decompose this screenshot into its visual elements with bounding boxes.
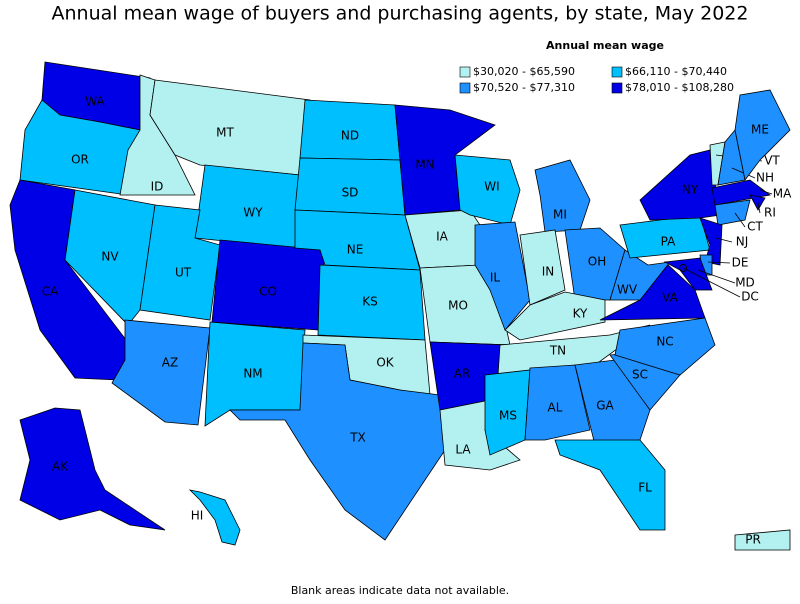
state [599, 261, 706, 321]
state [64, 189, 156, 326]
legend-label: $66,110 - $70,440 [625, 65, 727, 78]
state [188, 489, 241, 546]
legend-label: $78,010 - $108,280 [625, 81, 734, 94]
state-label: ID [151, 180, 164, 194]
state-label: KY [573, 307, 588, 321]
state-label: OH [588, 255, 606, 269]
legend-title: Annual mean wage [546, 39, 664, 52]
state-label: FL [638, 481, 652, 495]
state-label: CT [747, 220, 763, 234]
state-label: NV [101, 250, 119, 264]
leader-line [682, 267, 741, 298]
state-label: MN [415, 158, 434, 172]
state-label: NH [756, 171, 774, 185]
state [484, 369, 531, 456]
legend-swatch [611, 66, 623, 78]
state-label: NM [243, 367, 262, 381]
state-label: NY [682, 183, 699, 197]
state-label: MA [773, 187, 792, 201]
state-label: PR [745, 533, 761, 547]
state-label: HI [191, 509, 204, 523]
state-label: SC [632, 368, 648, 382]
legend-label: $30,020 - $65,590 [473, 65, 575, 78]
state-label: ME [751, 123, 769, 137]
state [711, 179, 771, 206]
state-label: MO [448, 299, 468, 313]
state-label: GA [596, 399, 614, 413]
state-label: TN [549, 344, 566, 358]
state-label: WI [484, 180, 499, 194]
legend-swatch [611, 82, 623, 94]
state [734, 529, 791, 551]
leader-line [707, 261, 731, 264]
state-label: VA [662, 291, 678, 305]
state-label: WA [85, 95, 105, 109]
state [519, 229, 566, 306]
state-label: UT [175, 266, 192, 280]
state-label: LA [455, 443, 471, 457]
leader-line [697, 269, 736, 284]
leader-line [757, 202, 761, 214]
state [574, 359, 651, 446]
legend-swatch [459, 82, 471, 94]
state-label: MS [499, 409, 517, 423]
state [639, 149, 721, 221]
state [699, 217, 723, 266]
state [19, 407, 166, 531]
state-label: MD [735, 276, 755, 290]
state-label: NC [656, 335, 673, 349]
state-label: DC [741, 290, 759, 304]
state-label: AR [454, 367, 471, 381]
state-label: WY [243, 206, 263, 220]
state-label: ND [341, 129, 359, 143]
state-label: IN [542, 265, 555, 279]
state-label: RI [764, 206, 776, 220]
state-label: CO [259, 285, 277, 299]
state-label: NE [347, 243, 364, 257]
state [111, 319, 211, 426]
state-label: IL [490, 271, 501, 285]
state-label: IA [436, 230, 449, 244]
state [524, 364, 591, 441]
state [734, 89, 791, 181]
state-label: NJ [736, 235, 749, 249]
state-label: MI [553, 208, 567, 222]
state-label: AK [52, 460, 69, 474]
map-title: Annual mean wage of buyers and purchasin… [52, 3, 749, 25]
state-label: AL [548, 401, 563, 415]
state [749, 194, 766, 211]
state [663, 257, 713, 291]
state [614, 317, 716, 376]
state-label: SD [342, 186, 359, 200]
leader-line [734, 212, 746, 228]
state-label: CA [42, 285, 59, 299]
leader-line [759, 189, 773, 195]
state [554, 439, 666, 531]
state [504, 291, 606, 341]
state-label: KS [362, 295, 378, 309]
state-label: WV [617, 283, 638, 297]
state-label: OR [71, 153, 89, 167]
state-label: MT [216, 126, 234, 140]
state-label: AZ [162, 356, 178, 370]
state-label: PA [661, 235, 676, 249]
leader-line [715, 237, 733, 243]
legend-swatch [459, 66, 471, 78]
state-label: VT [764, 154, 780, 168]
state-label: DE [732, 256, 749, 270]
state [609, 249, 671, 301]
state [229, 342, 446, 541]
state [714, 199, 751, 226]
legend-label: $70,520 - $77,310 [473, 81, 575, 94]
footnote: Blank areas indicate data not available. [291, 584, 509, 597]
state-label: TX [349, 431, 366, 445]
state-label: OK [376, 356, 394, 370]
